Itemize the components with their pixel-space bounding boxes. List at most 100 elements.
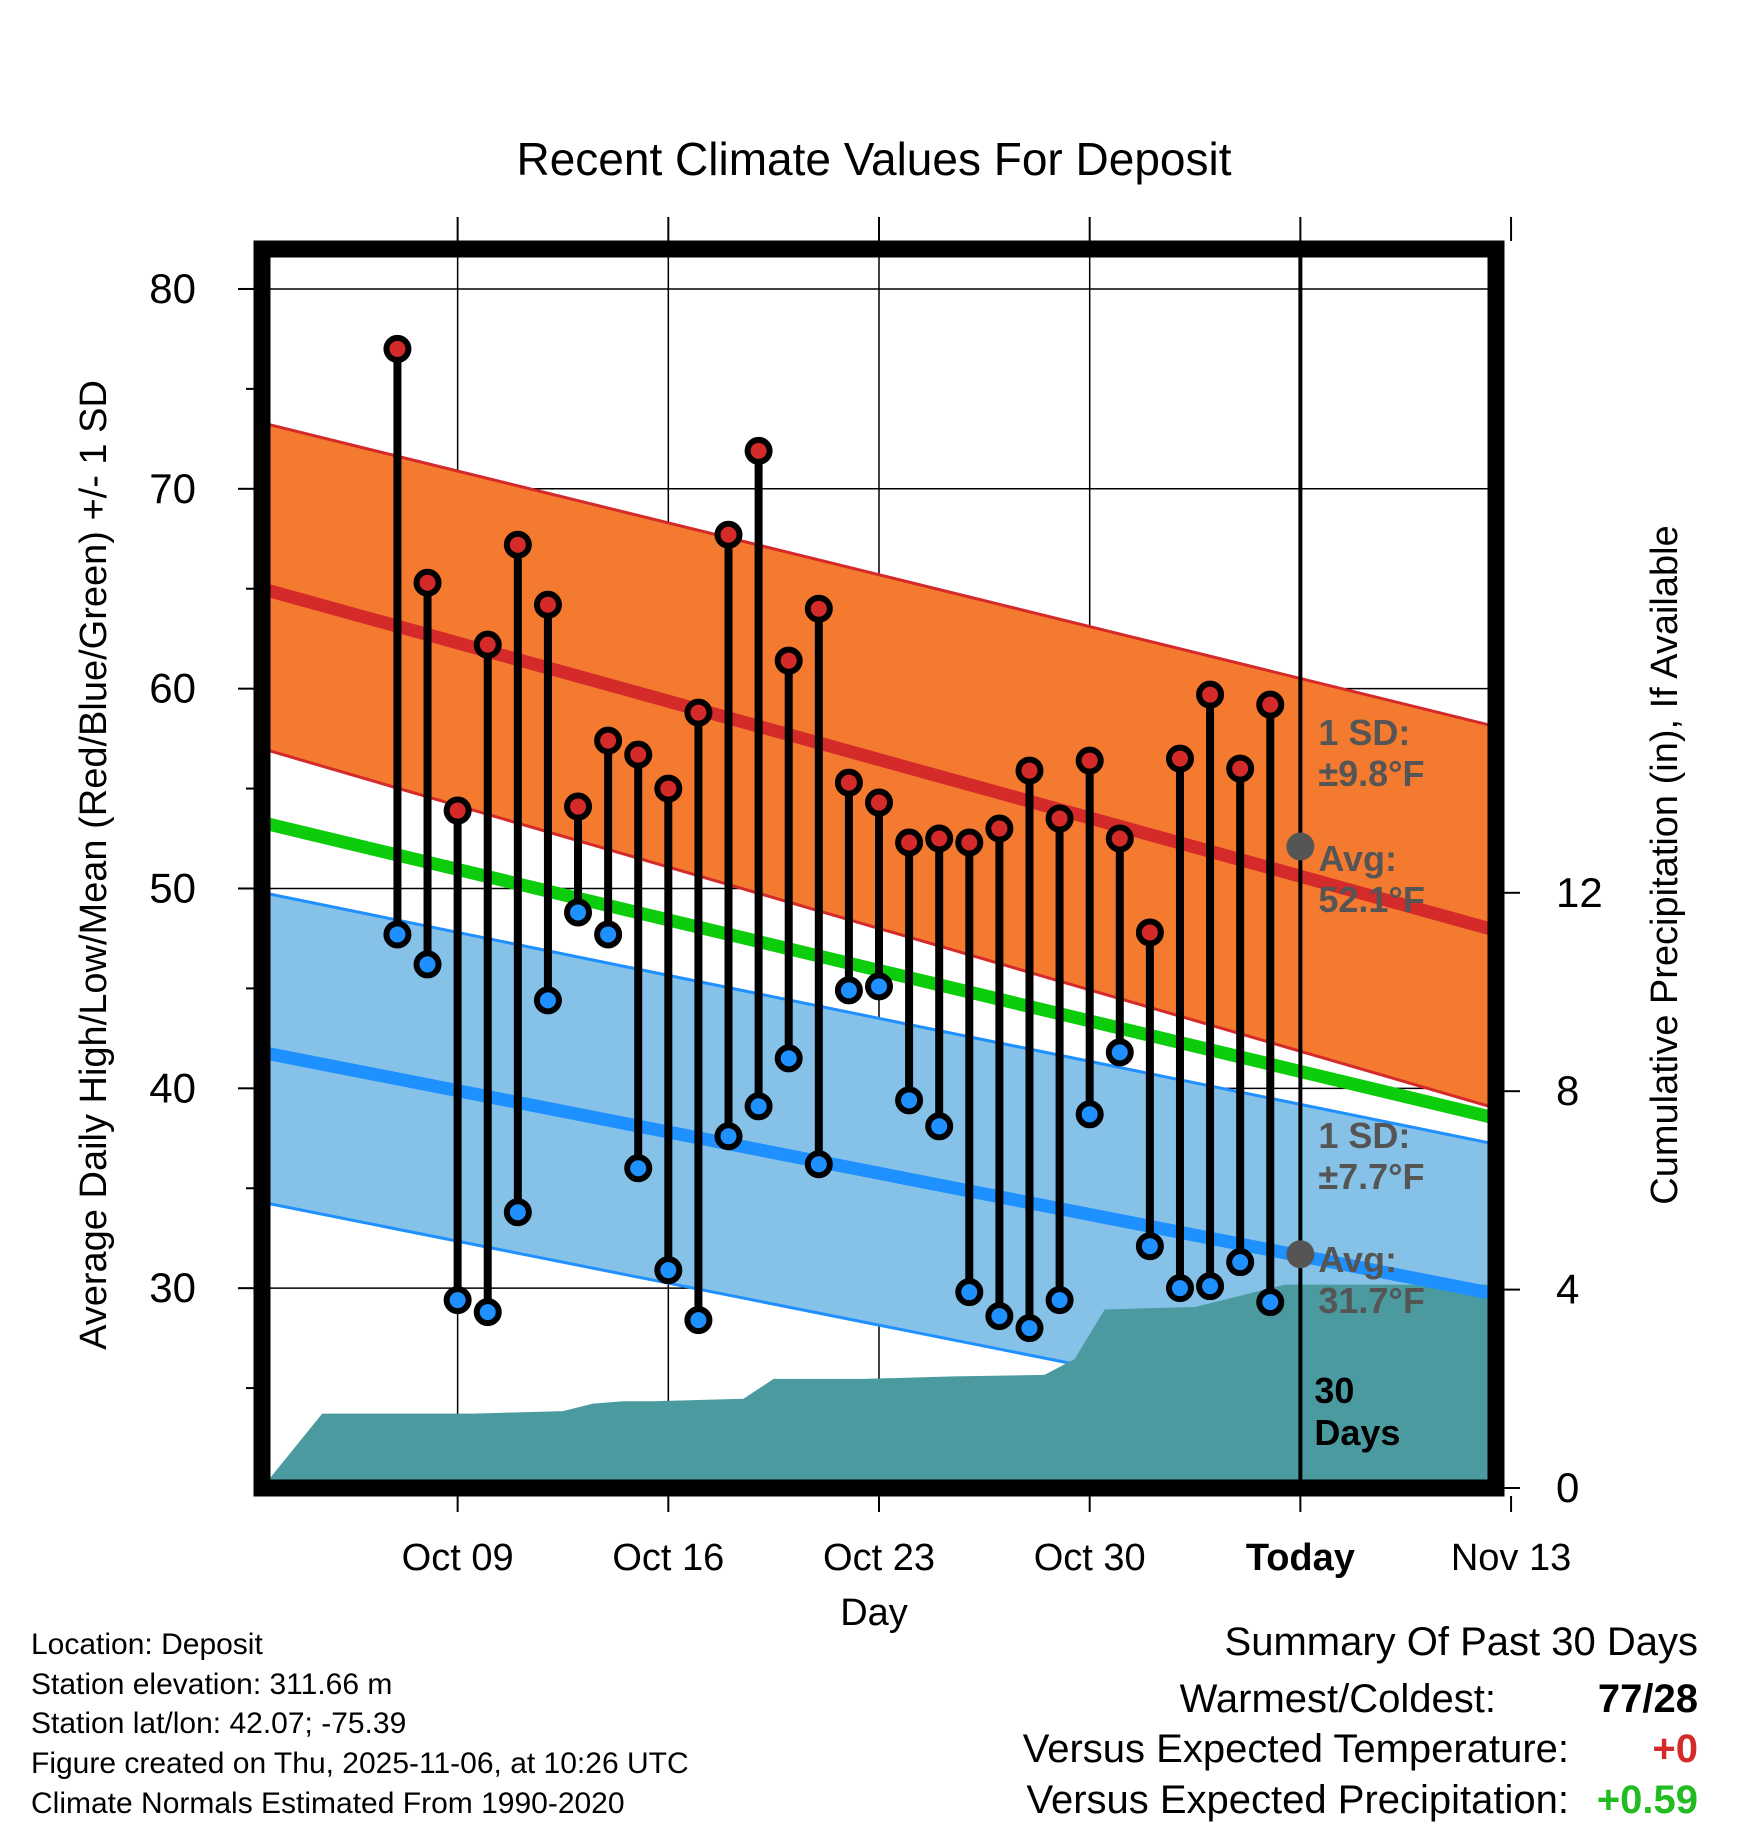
- high-temp-point: [654, 774, 683, 803]
- high-temp-point: [624, 740, 653, 769]
- high-temp-point: [744, 436, 773, 465]
- low-avg-today-point: [1286, 1240, 1315, 1269]
- high-temp-point: [443, 796, 472, 825]
- high-temp-point: [1135, 918, 1164, 947]
- precip-area: [262, 1284, 1496, 1488]
- y-axis-label-right: Cumulative Precipitation (in), If Availa…: [1644, 525, 1686, 1204]
- low-sd-label: 1 SD:: [1318, 1115, 1410, 1156]
- y-right-tick-label: 4: [1556, 1266, 1579, 1313]
- low-avg-value: 31.7°F: [1318, 1280, 1424, 1321]
- y-tick-label: 30: [149, 1264, 196, 1311]
- high-avg-label: Avg:: [1318, 838, 1397, 879]
- y-tick-label: 80: [149, 265, 196, 312]
- high-sd-value: ±9.8°F: [1318, 753, 1424, 794]
- high-temp-point: [1226, 754, 1255, 783]
- low-sd-band-upper-edge: [262, 891, 1496, 1146]
- high-temp-point: [1165, 744, 1194, 773]
- low-temp-point: [1105, 1038, 1134, 1067]
- high-temp-point: [1075, 746, 1104, 775]
- high-sd-label: 1 SD:: [1318, 712, 1410, 753]
- high-temp-point: [774, 646, 803, 675]
- high-temp-point: [1045, 804, 1074, 833]
- y-right-tick-label: 8: [1556, 1067, 1579, 1114]
- y-right-tick-label: 0: [1556, 1464, 1579, 1511]
- y-tick-label: 50: [149, 864, 196, 911]
- high-temp-point: [804, 594, 833, 623]
- high-temp-point: [834, 768, 863, 797]
- x-tick-label: Oct 30: [1034, 1537, 1146, 1579]
- low-temp-point: [383, 920, 412, 949]
- low-temp-point: [624, 1154, 653, 1183]
- summary-warmest-label: Warmest/Coldest:: [1180, 1677, 1496, 1721]
- summary-warmest-value: 77/28: [1598, 1677, 1698, 1721]
- low-temp-point: [1075, 1100, 1104, 1129]
- low-temp-point: [865, 972, 893, 1001]
- low-temp-point: [1226, 1248, 1255, 1277]
- footer-normals: Climate Normals Estimated From 1990-2020: [31, 1787, 625, 1820]
- footer-created: Figure created on Thu, 2025-11-06, at 10…: [31, 1747, 689, 1780]
- x-tick-label: Oct 09: [402, 1537, 514, 1579]
- x-tick-label: Oct 23: [823, 1537, 935, 1579]
- low-temp-point: [1165, 1274, 1194, 1303]
- low-temp-point: [955, 1278, 984, 1307]
- high-temp-point: [1015, 756, 1044, 785]
- x-tick-label: Oct 16: [612, 1537, 724, 1579]
- plot-border: [253, 240, 1505, 1497]
- low-temp-point: [985, 1302, 1014, 1331]
- low-temp-point: [533, 986, 562, 1015]
- high-temp-point: [865, 788, 893, 817]
- period-number: 30: [1314, 1370, 1354, 1411]
- high-temp-point: [955, 828, 984, 857]
- low-temp-point: [774, 1044, 803, 1073]
- low-temp-point: [654, 1256, 683, 1285]
- y-tick-label: 60: [149, 665, 196, 712]
- high-temp-point: [503, 530, 532, 559]
- summary-title: Summary Of Past 30 Days: [1225, 1620, 1698, 1664]
- axes: 30 40 50 60 70 80 0 4 8 12 Oct 09 Oct 16 Oct 23 Oct 3…: [149, 217, 1603, 1579]
- summary-temp-value: +0: [1652, 1727, 1698, 1771]
- low-temp-point: [1015, 1314, 1044, 1343]
- low-temp-point: [834, 976, 863, 1005]
- period-unit: Days: [1314, 1412, 1400, 1453]
- high-temp-point: [564, 792, 593, 821]
- low-temp-point: [473, 1298, 502, 1327]
- low-temp-point: [1196, 1272, 1225, 1301]
- high-temp-point: [684, 698, 713, 727]
- low-temp-point: [1256, 1288, 1285, 1317]
- high-avg-today-point: [1286, 832, 1315, 861]
- low-temp-point: [804, 1150, 833, 1179]
- high-sd-band-upper-edge: [262, 421, 1496, 729]
- summary-temp-label: Versus Expected Temperature:: [1023, 1727, 1569, 1771]
- summary-precip-label: Versus Expected Precipitation:: [1026, 1778, 1569, 1822]
- low-temp-point: [594, 920, 623, 949]
- high-temp-point: [413, 568, 442, 597]
- high-temp-point: [383, 334, 412, 363]
- daily-range-bars: [383, 334, 1285, 1343]
- footer-info: Location: Deposit Station elevation: 311…: [31, 1628, 689, 1820]
- footer-latlon: Station lat/lon: 42.07; -75.39: [31, 1707, 406, 1740]
- footer-elevation: Station elevation: 311.66 m: [31, 1668, 392, 1701]
- high-normal-line: [262, 582, 1496, 937]
- high-temp-point: [714, 520, 743, 549]
- chart-title: Recent Climate Values For Deposit: [517, 133, 1232, 185]
- low-temp-point: [1045, 1286, 1074, 1315]
- low-temp-point: [744, 1092, 773, 1121]
- summary-panel: Summary Of Past 30 Days Warmest/Coldest:…: [1023, 1620, 1698, 1822]
- y-axis-label: Average Daily High/Low/Mean (Red/Blue/Gr…: [73, 380, 115, 1350]
- summary-precip-value: +0.59: [1597, 1778, 1698, 1822]
- high-avg-value: 52.1°F: [1318, 879, 1424, 920]
- footer-location: Location: Deposit: [31, 1628, 263, 1661]
- precip-area-layer: [262, 1284, 1496, 1488]
- high-temp-point: [473, 630, 502, 659]
- high-temp-point: [1196, 680, 1225, 709]
- plot-frame: [253, 240, 1505, 1497]
- high-temp-point: [1105, 824, 1134, 853]
- low-sd-value: ±7.7°F: [1318, 1156, 1424, 1197]
- high-temp-point: [985, 814, 1014, 843]
- low-temp-point: [443, 1286, 472, 1315]
- low-temp-point: [413, 950, 442, 979]
- y-right-tick-label: 12: [1556, 869, 1603, 916]
- low-temp-point: [503, 1198, 532, 1227]
